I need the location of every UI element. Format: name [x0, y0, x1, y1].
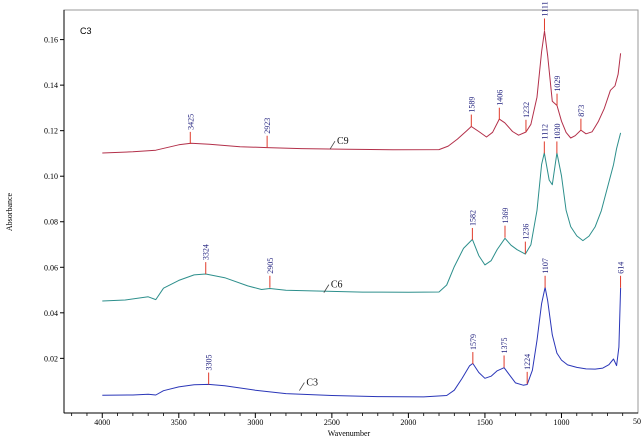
y-tick-label: 0.06 — [44, 263, 58, 272]
series-label: C3 — [306, 378, 318, 389]
y-tick-label: 0.16 — [44, 36, 58, 45]
x-tick-label: 1000 — [553, 418, 569, 427]
peak-label: 1107 — [541, 258, 550, 274]
x-tick-label: 1500 — [477, 418, 493, 427]
y-tick-label: 0.14 — [44, 81, 58, 90]
x-tick-label: 2000 — [400, 418, 416, 427]
peak-label: 1375 — [500, 337, 509, 353]
x-tick-label: 3000 — [247, 418, 263, 427]
peak-label: 1236 — [521, 224, 530, 240]
peaks-layer: 3425 2923 1589 1406 1232 1111 1029 873 3324 2905 1… — [186, 1, 626, 385]
peak-label: 1112 — [540, 124, 549, 139]
series-label-leader — [323, 284, 330, 293]
peak-label: 614 — [617, 262, 626, 274]
peak-label: 1582 — [468, 210, 477, 226]
y-tick-label: 0.08 — [44, 218, 58, 227]
peak-label: 1224 — [523, 354, 532, 370]
plot-area-border — [63, 9, 639, 414]
corner-series-label: C3 — [80, 26, 92, 36]
peak-label: 3305 — [205, 355, 214, 371]
y-tick-label: 0.10 — [44, 172, 58, 181]
peak-label: 2905 — [266, 258, 275, 274]
peak-label: 1030 — [553, 123, 562, 139]
series-line-c6 — [102, 132, 622, 302]
peak-label: 1589 — [467, 97, 476, 113]
peak-label: 3324 — [202, 244, 211, 260]
peak-label: 1369 — [501, 208, 510, 224]
series-line-c3 — [102, 286, 622, 398]
x-tick-label: 2500 — [324, 418, 340, 427]
peak-label: 3425 — [186, 114, 195, 130]
peak-label: 2923 — [263, 118, 272, 134]
series-line-c9 — [102, 30, 622, 154]
peak-label: 1406 — [495, 90, 504, 106]
x-edge-tick-label: 50 — [633, 417, 641, 426]
x-tick-label: 4000 — [94, 418, 110, 427]
peak-label: 1111 — [540, 1, 549, 16]
series-label: C6 — [331, 280, 343, 291]
y-tick-label: 0.04 — [44, 309, 58, 318]
y-tick-label: 0.02 — [44, 354, 58, 363]
y-tick-label: 0.12 — [44, 127, 58, 136]
series-label: C9 — [337, 136, 349, 147]
peak-label: 1232 — [522, 102, 531, 118]
peak-label: 1029 — [553, 76, 562, 92]
peak-label: 873 — [577, 105, 586, 117]
x-tick-label: 3500 — [171, 418, 187, 427]
series-layer: C9 C6 C3 — [102, 30, 622, 398]
y-axis-title: Absorbance — [5, 192, 14, 231]
axes-layer: 0.02 0.04 0.06 0.08 0.10 0.12 0.14 0.16 4000 3500… — [44, 36, 624, 427]
x-axis-title: Wavenumber — [328, 429, 371, 438]
series-label-leader — [299, 382, 305, 391]
peak-label: 1579 — [469, 334, 478, 350]
series-label-leader — [329, 140, 336, 150]
